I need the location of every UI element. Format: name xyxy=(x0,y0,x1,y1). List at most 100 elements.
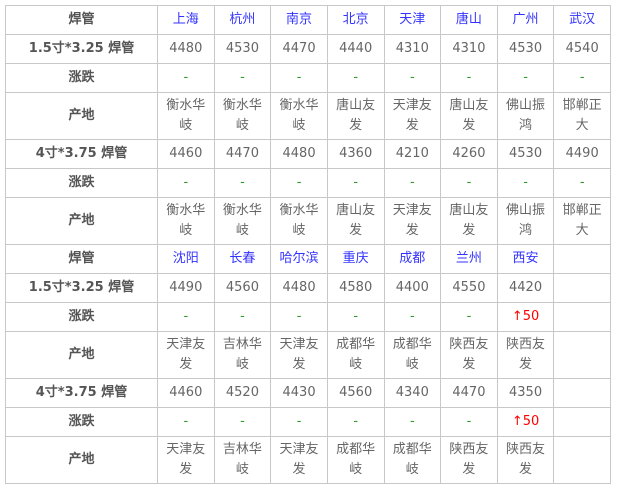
change-cell: - xyxy=(213,168,272,198)
price-table: 焊管 上海 杭州 南京 北京 天津 唐山 广州 武汉 1.5寸*3.25 焊管 4480 4530 44… xyxy=(5,5,611,484)
price-cell: 4360 xyxy=(326,139,385,169)
price-row: 1.5寸*3.25 焊管 4480 4530 4470 4440 4310 4310 4530… xyxy=(5,34,611,64)
city-header: 天津 xyxy=(383,5,442,35)
origin-cell: 唐山友发 xyxy=(326,197,385,245)
origin-row: 产地 天津友发 吉林华岐 天津友发 成都华岐 成都华岐 陕西友发 陕西友发 xyxy=(5,331,611,379)
price-cell: 4560 xyxy=(326,378,385,408)
row-label: 1.5寸*3.25 焊管 xyxy=(5,273,158,303)
city-header: 上海 xyxy=(157,5,215,35)
price-cell: 4470 xyxy=(270,34,328,64)
origin-cell: 天津友发 xyxy=(157,331,215,379)
change-cell: - xyxy=(270,302,328,332)
change-cell: - xyxy=(213,407,272,437)
origin-cell: 陕西友发 xyxy=(440,331,498,379)
origin-cell: 衡水华岐 xyxy=(213,92,272,140)
city-header: 广州 xyxy=(496,5,555,35)
change-cell: - xyxy=(157,302,215,332)
price-cell: 4530 xyxy=(213,34,272,64)
price-cell: 4580 xyxy=(326,273,385,303)
origin-cell: 衡水华岐 xyxy=(157,92,215,140)
change-cell: - xyxy=(440,407,498,437)
change-cell: - xyxy=(383,63,442,93)
origin-cell: 衡水华岐 xyxy=(157,197,215,245)
change-cell: - xyxy=(157,168,215,198)
change-cell: - xyxy=(383,407,442,437)
origin-cell: 陕西友发 xyxy=(496,331,555,379)
price-cell: 4530 xyxy=(496,139,555,169)
origin-cell: 天津友发 xyxy=(383,197,442,245)
origin-cell xyxy=(553,331,611,379)
origin-cell: 佛山振鸿 xyxy=(496,92,555,140)
price-row: 1.5寸*3.25 焊管 4490 4560 4480 4580 4400 4550 4420 xyxy=(5,273,611,303)
origin-cell: 陕西友发 xyxy=(496,436,555,484)
city-header: 杭州 xyxy=(213,5,272,35)
price-cell: 4520 xyxy=(213,378,272,408)
change-cell: - xyxy=(553,168,611,198)
origin-cell: 天津友发 xyxy=(270,436,328,484)
change-cell: - xyxy=(157,407,215,437)
city-header: 北京 xyxy=(326,5,385,35)
origin-cell: 衡水华岐 xyxy=(213,197,272,245)
price-cell: 4560 xyxy=(213,273,272,303)
row-label: 4寸*3.75 焊管 xyxy=(5,378,158,408)
change-cell: - xyxy=(326,407,385,437)
price-row: 4寸*3.75 焊管 4460 4520 4430 4560 4340 4470 4350 xyxy=(5,378,611,408)
change-cell xyxy=(553,302,611,332)
city-header: 重庆 xyxy=(326,244,385,274)
origin-cell: 邯郸正大 xyxy=(553,197,611,245)
change-cell: - xyxy=(383,302,442,332)
origin-cell xyxy=(553,436,611,484)
city-header: 西安 xyxy=(496,244,555,274)
city-header: 长春 xyxy=(213,244,272,274)
price-cell: 4430 xyxy=(270,378,328,408)
price-cell: 4480 xyxy=(270,139,328,169)
city-header: 武汉 xyxy=(553,5,611,35)
origin-cell: 成都华岐 xyxy=(383,331,442,379)
section-title: 焊管 xyxy=(5,244,158,274)
origin-cell: 天津友发 xyxy=(383,92,442,140)
change-cell: - xyxy=(326,168,385,198)
city-header: 南京 xyxy=(270,5,328,35)
change-row: 涨跌 - - - - - - - - xyxy=(5,63,611,93)
row-label: 1.5寸*3.25 焊管 xyxy=(5,34,158,64)
origin-cell: 唐山友发 xyxy=(440,197,498,245)
price-cell: 4260 xyxy=(440,139,498,169)
change-cell: - xyxy=(440,302,498,332)
row-label: 涨跌 xyxy=(5,63,158,93)
change-cell: - xyxy=(553,63,611,93)
price-cell: 4310 xyxy=(383,34,442,64)
price-row: 4寸*3.75 焊管 4460 4470 4480 4360 4210 4260 4530 44… xyxy=(5,139,611,169)
change-cell: - xyxy=(496,63,555,93)
change-cell: - xyxy=(157,63,215,93)
price-cell: 4350 xyxy=(496,378,555,408)
row-label: 4寸*3.75 焊管 xyxy=(5,139,158,169)
price-cell: 4470 xyxy=(213,139,272,169)
origin-cell: 衡水华岐 xyxy=(270,92,328,140)
row-label: 产地 xyxy=(5,436,158,484)
change-cell: ↑50 xyxy=(496,302,555,332)
origin-cell: 成都华岐 xyxy=(326,331,385,379)
origin-row: 产地 衡水华岐 衡水华岐 衡水华岐 唐山友发 天津友发 唐山友发 佛山振鸿 邯郸正大 xyxy=(5,197,611,245)
price-cell: 4460 xyxy=(157,378,215,408)
change-cell: - xyxy=(440,63,498,93)
change-cell: - xyxy=(270,63,328,93)
origin-cell: 天津友发 xyxy=(270,331,328,379)
origin-cell: 邯郸正大 xyxy=(553,92,611,140)
change-row: 涨跌 - - - - - - ↑50 xyxy=(5,302,611,332)
change-row: 涨跌 - - - - - - - - xyxy=(5,168,611,198)
change-cell: - xyxy=(270,168,328,198)
row-label: 产地 xyxy=(5,197,158,245)
price-cell: 4480 xyxy=(157,34,215,64)
price-cell: 4530 xyxy=(496,34,555,64)
city-header: 成都 xyxy=(383,244,442,274)
origin-cell: 唐山友发 xyxy=(440,92,498,140)
section-title: 焊管 xyxy=(5,5,158,35)
section-header-row: 焊管 沈阳 长春 哈尔滨 重庆 成都 兰州 西安 xyxy=(5,244,611,274)
change-cell: - xyxy=(213,302,272,332)
origin-cell: 吉林华岐 xyxy=(213,331,272,379)
change-cell: - xyxy=(326,302,385,332)
price-cell xyxy=(553,273,611,303)
origin-row: 产地 衡水华岐 衡水华岐 衡水华岐 唐山友发 天津友发 唐山友发 佛山振鸿 邯郸正大 xyxy=(5,92,611,140)
city-header: 兰州 xyxy=(440,244,498,274)
origin-cell: 衡水华岐 xyxy=(270,197,328,245)
